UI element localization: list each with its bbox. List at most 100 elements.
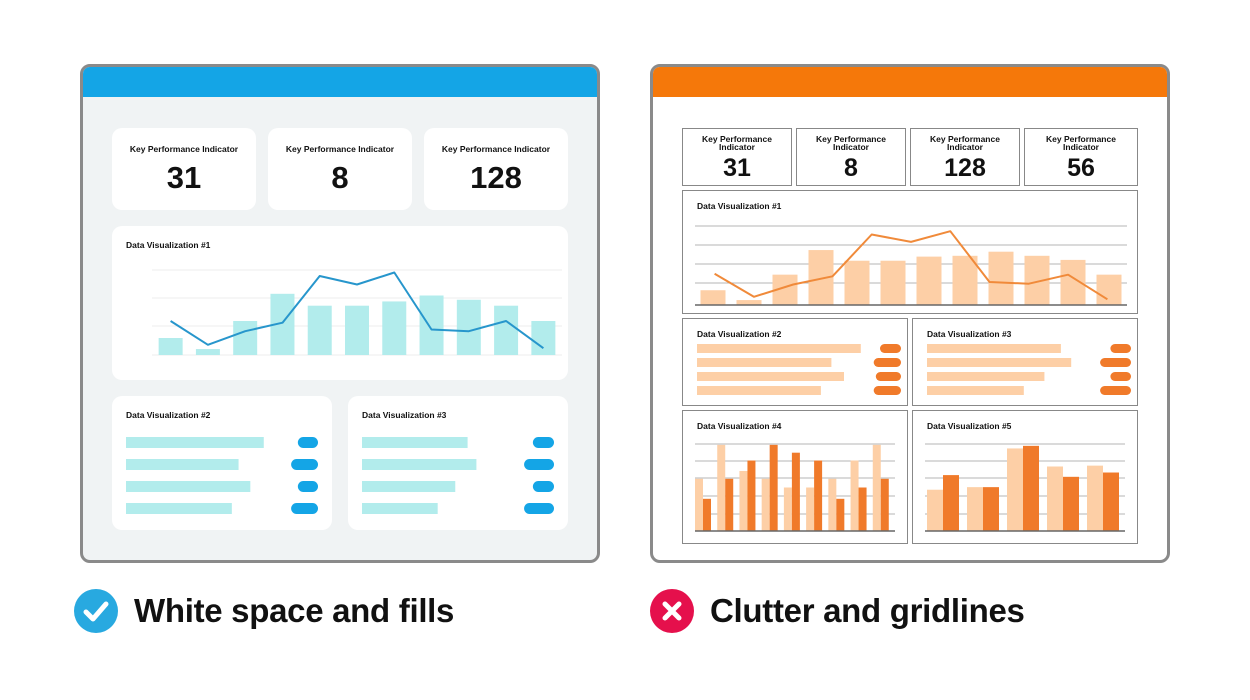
bar [195,349,220,355]
good-viz1-card: Data Visualization #1 [112,226,568,380]
bar [880,478,889,531]
bad-viz1-card: Data Visualization #1 [682,190,1138,314]
bar [769,444,778,531]
bad-viz4-chart [695,443,895,532]
bar [836,498,845,531]
bar [872,444,881,531]
pill [873,358,901,367]
bar [307,305,332,355]
bar [362,503,438,514]
series-line [714,230,1108,301]
good-viz2-card: Data Visualization #2 [112,396,332,530]
kpi-label: Key Performance Indicator [129,144,239,154]
bad-viz3-card: Data Visualization #3 [912,318,1138,406]
bar [382,301,407,355]
bar [695,478,703,531]
bar [126,503,232,514]
bar [419,295,444,355]
bar [531,321,556,355]
bar [761,478,770,531]
bar [916,256,942,305]
check-badge [74,589,118,633]
bar [703,498,711,531]
bar [725,478,734,531]
bar [988,251,1014,305]
pill [880,344,901,353]
bar [1096,274,1122,305]
viz-title: Data Visualization #5 [927,421,1012,431]
bar [494,305,519,355]
bar [456,299,481,355]
bar [697,344,861,353]
kpi-label: Key Performance Indicator [441,144,551,154]
bar [927,344,1061,353]
bar [927,372,1045,381]
kpi-label: Key Performance Indicator [285,144,395,154]
kpi-label: Key Performance Indicator [1046,134,1116,152]
viz-title: Data Visualization #2 [697,329,782,339]
bar [1063,476,1079,531]
bar [1087,465,1103,531]
bad-kpi-card-1: Key Performance Indicator 31 [682,128,792,186]
kpi-value: 128 [470,160,522,195]
bar [952,255,978,305]
good-window-titlebar [83,67,597,97]
bar [697,358,832,367]
bar [747,460,756,531]
bar [927,358,1072,367]
pill [524,503,554,514]
pill [291,459,318,470]
pill [524,459,554,470]
bar [362,437,468,448]
bar [233,321,258,355]
bar [791,452,800,531]
kpi-label: Key Performance Indicator [816,134,886,152]
viz-title: Data Visualization #3 [927,329,1012,339]
viz-title: Data Visualization #4 [697,421,782,431]
good-viz1-chart [152,269,562,356]
check-icon [83,601,109,622]
bar [1007,448,1023,531]
pill [532,481,554,492]
kpi-value: 56 [1067,154,1095,182]
pill [291,503,318,514]
bar [828,478,837,531]
pill [297,481,318,492]
bar [844,260,870,305]
viz-title: Data Visualization #2 [126,410,211,420]
bad-kpi-card-4: Key Performance Indicator 56 [1024,128,1138,186]
bad-viz4-card: Data Visualization #4 [682,410,908,544]
bad-viz2-chart [697,344,901,395]
bar [362,459,477,470]
good-caption: White space and fills [134,592,455,629]
bar [1047,466,1063,531]
bad-viz1-chart [695,225,1127,306]
bar [967,487,983,531]
bar [927,386,1024,395]
bar [717,444,726,531]
bad-window-titlebar [653,67,1167,97]
pill [1110,344,1131,353]
bad-viz5-card: Data Visualization #5 [912,410,1138,544]
bar [880,260,906,305]
bar [814,460,823,531]
kpi-value: 128 [944,154,986,182]
pill [1100,386,1131,395]
bar [362,481,456,492]
bad-viz3-chart [927,344,1131,395]
bar [700,290,726,305]
pill [1100,358,1131,367]
bar [1023,445,1039,531]
bar [126,437,264,448]
kpi-value: 31 [723,154,751,182]
pill [875,372,901,381]
pill [532,437,554,448]
bar [158,338,183,355]
pill [873,386,901,395]
bar [345,305,369,355]
cross-icon [662,601,682,621]
bar [783,487,792,531]
good-viz3-chart [362,437,554,514]
bad-viz5-chart [925,443,1125,532]
good-kpi-card-3: Key Performance Indicator 128 [424,128,568,210]
